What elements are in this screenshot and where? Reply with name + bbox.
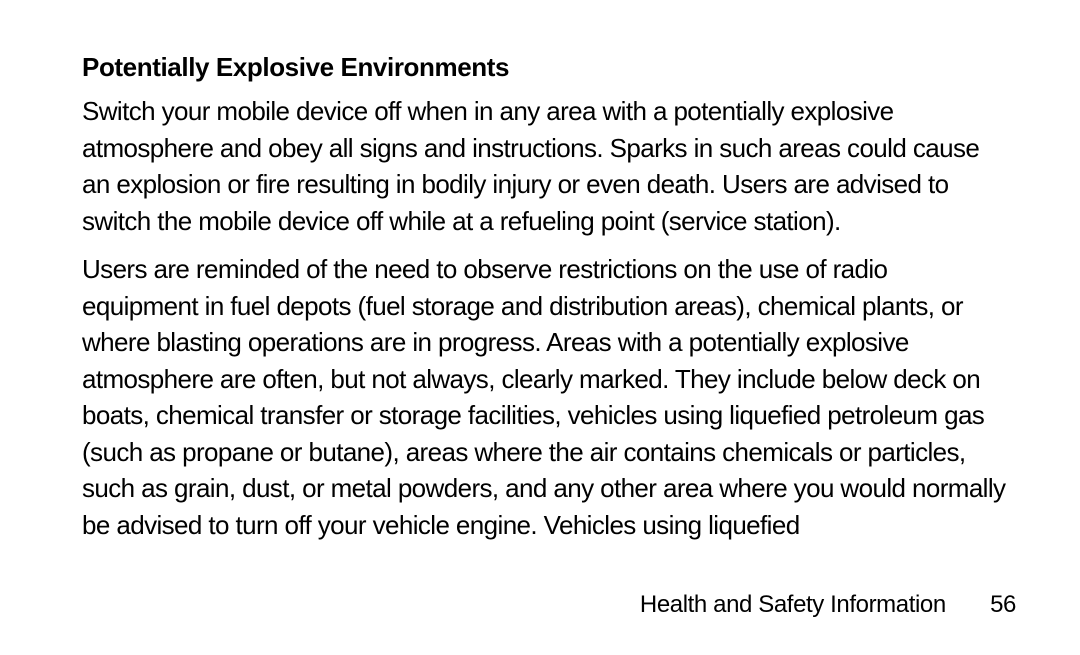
- body-paragraph: Users are reminded of the need to observ…: [82, 251, 1010, 543]
- page-footer: Health and Safety Information 56: [640, 591, 1016, 619]
- body-paragraph: Switch your mobile device off when in an…: [82, 93, 1010, 239]
- footer-label: Health and Safety Information: [640, 591, 946, 618]
- section-heading: Potentially Explosive Environments: [82, 52, 1010, 83]
- page-number: 56: [990, 591, 1016, 618]
- document-page: Potentially Explosive Environments Switc…: [0, 0, 1080, 655]
